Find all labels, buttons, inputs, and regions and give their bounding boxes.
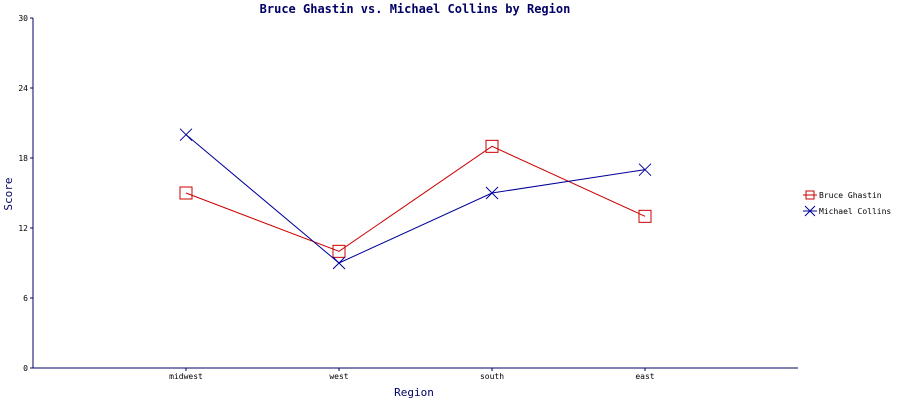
- data-point-michael-collins-south: [485, 186, 499, 200]
- series-michael-collins: [179, 128, 652, 270]
- data-point-bruce-ghastin-east: [638, 209, 652, 223]
- y-axis-ticks: 0 6 12 18 24 30: [18, 14, 33, 373]
- y-tick-label: 6: [23, 294, 28, 303]
- series-bruce-ghastin: [179, 139, 652, 258]
- x-tick-label: east: [635, 372, 654, 381]
- legend-label-bruce-ghastin: Bruce Ghastin: [819, 191, 882, 200]
- series-line-michael-collins: [185, 134, 646, 264]
- data-point-michael-collins-midwest: [179, 128, 193, 142]
- legend-marker-michael-collins: [804, 205, 816, 217]
- series-line-bruce-ghastin: [185, 145, 646, 252]
- y-tick-label: 12: [18, 224, 28, 233]
- axes: [32, 18, 798, 369]
- x-tick-label: west: [329, 372, 348, 381]
- x-tick-label: midwest: [169, 372, 203, 381]
- data-point-bruce-ghastin-south: [485, 139, 499, 153]
- legend-item-bruce-ghastin: Bruce Ghastin: [803, 190, 882, 200]
- y-tick-label: 0: [23, 364, 28, 373]
- x-axis-label: Region: [394, 386, 434, 399]
- y-tick-label: 18: [18, 154, 28, 163]
- x-tick-label: south: [480, 372, 504, 381]
- legend-marker-stroke-b: [804, 205, 816, 217]
- data-point-michael-collins-west-stroke-b: [332, 256, 346, 270]
- legend-marker-bruce-ghastin: [805, 190, 815, 200]
- data-point-michael-collins-south-stroke-b: [485, 186, 499, 200]
- y-axis-label: Score: [2, 177, 15, 210]
- x-axis-ticks: midwest west south east: [169, 368, 655, 381]
- data-point-bruce-ghastin-west: [332, 244, 346, 258]
- data-point-michael-collins-east-stroke-b: [638, 163, 652, 177]
- series-layer: [179, 128, 652, 270]
- y-tick-label: 24: [18, 84, 28, 93]
- y-tick-label: 30: [18, 14, 28, 23]
- data-point-bruce-ghastin-midwest: [179, 186, 193, 200]
- chart-title: Bruce Ghastin vs. Michael Collins by Reg…: [260, 2, 571, 16]
- legend-label-michael-collins: Michael Collins: [819, 207, 891, 216]
- data-point-michael-collins-midwest-stroke-b: [179, 128, 193, 142]
- legend-item-michael-collins: Michael Collins: [803, 205, 891, 217]
- data-point-michael-collins-east: [638, 163, 652, 177]
- legend: Bruce Ghastin Michael Collins: [803, 190, 891, 217]
- data-point-michael-collins-west: [332, 256, 346, 270]
